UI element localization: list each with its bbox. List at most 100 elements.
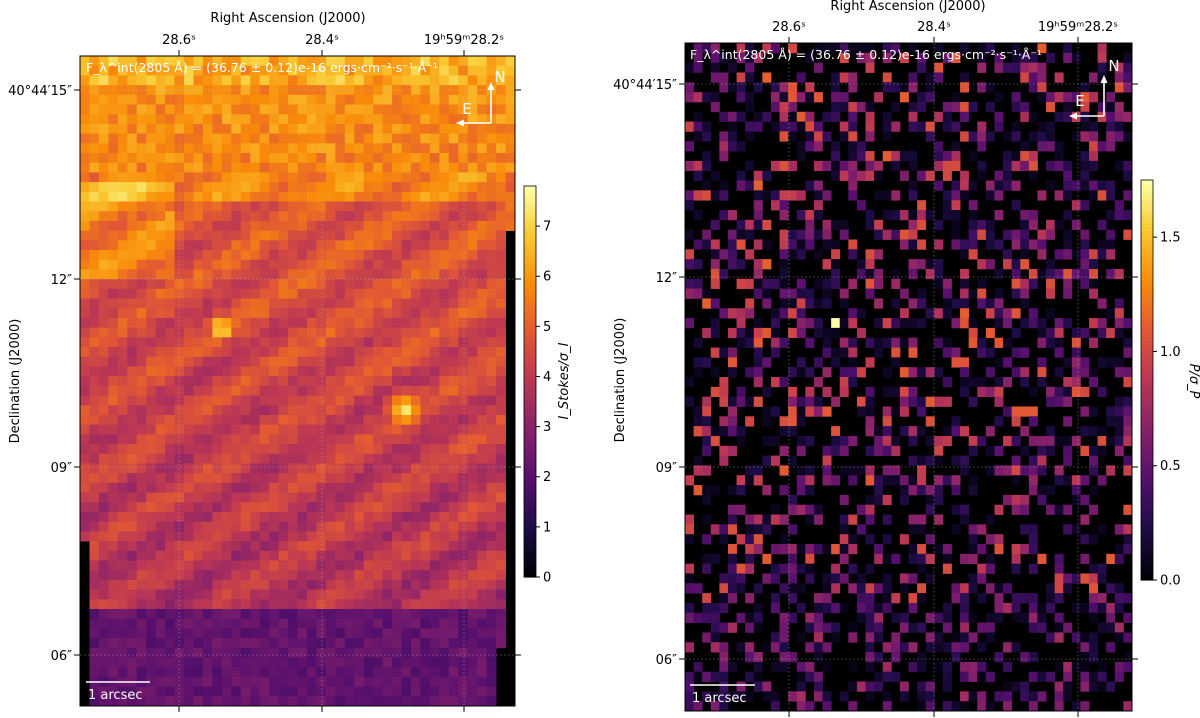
heatmap-cell — [382, 133, 393, 144]
heatmap-cell — [753, 82, 763, 93]
heatmap-cell — [693, 337, 703, 348]
heatmap-cell — [496, 298, 506, 309]
left-grid — [80, 56, 515, 706]
heatmap-cell — [942, 111, 952, 122]
heatmap-cell — [184, 589, 194, 600]
heatmap-cell — [344, 579, 355, 590]
heatmap-cell — [1011, 416, 1021, 427]
heatmap-cell — [467, 657, 478, 668]
heatmap-cell — [269, 463, 279, 474]
heatmap-cell — [822, 111, 832, 122]
colorbar-segment — [1141, 343, 1153, 348]
heatmap-cell — [994, 170, 1004, 181]
heatmap-cell — [874, 249, 884, 260]
heatmap-cell — [373, 104, 384, 115]
heatmap-cell — [98, 541, 109, 552]
heatmap-cell — [727, 259, 737, 270]
heatmap-cell — [960, 583, 970, 594]
heatmap-cell — [1054, 268, 1064, 280]
heatmap-cell — [439, 211, 450, 222]
heatmap-cell — [278, 424, 289, 435]
heatmap-cell — [942, 377, 952, 388]
heatmap-cell — [968, 435, 978, 447]
heatmap-cell — [202, 94, 213, 105]
heatmap-cell — [89, 201, 100, 212]
heatmap-cell — [288, 366, 298, 377]
heatmap-cell — [146, 385, 157, 396]
heatmap-cell — [325, 114, 336, 125]
heatmap-cell — [736, 681, 746, 692]
heatmap-cell — [1114, 661, 1124, 673]
heatmap-cell — [240, 288, 251, 299]
colorbar-segment — [1141, 416, 1153, 421]
heatmap-cell — [496, 327, 506, 338]
colorbar-segment — [1141, 356, 1153, 361]
heatmap-cell — [439, 385, 450, 396]
heatmap-cell — [344, 521, 355, 532]
heatmap-cell — [1089, 593, 1099, 604]
heatmap-cell — [250, 104, 261, 115]
heatmap-cell — [382, 182, 393, 193]
heatmap-cell — [410, 579, 421, 590]
heatmap-cell — [1063, 622, 1073, 633]
left-flux-annotation: F_λ^int(2805 Å) = (36.76 ± 0.12)e-16 erg… — [86, 60, 438, 75]
heatmap-cell — [250, 618, 261, 629]
heatmap-cell — [174, 162, 185, 173]
heatmap-cell — [874, 219, 884, 231]
heatmap-cell — [813, 210, 823, 221]
heatmap-cell — [382, 65, 393, 76]
heatmap-cell — [250, 356, 261, 367]
heatmap-cell — [796, 701, 806, 712]
colorbar-segment — [1141, 403, 1153, 408]
heatmap-cell — [382, 696, 393, 707]
heatmap-cell — [439, 492, 450, 503]
heatmap-cell — [80, 414, 90, 426]
heatmap-cell — [1089, 642, 1099, 653]
heatmap-cell — [420, 667, 431, 678]
heatmap-cell — [335, 288, 346, 299]
heatmap-cell — [1054, 337, 1064, 348]
colorbar-segment — [1141, 460, 1153, 464]
heatmap-cell — [839, 318, 849, 329]
heatmap-cell — [813, 62, 823, 73]
heatmap-cell — [250, 667, 261, 678]
heatmap-cell — [458, 618, 469, 629]
heatmap-cell — [382, 667, 393, 678]
heatmap-cell — [392, 259, 402, 270]
heatmap-cell — [165, 696, 175, 707]
heatmap-cell — [1063, 661, 1073, 673]
heatmap-cell — [745, 72, 755, 83]
heatmap-cell — [439, 75, 450, 86]
left-ylabel: Declination (J2000) — [8, 319, 23, 444]
heatmap-cell — [1063, 681, 1073, 692]
heatmap-cell — [306, 444, 317, 455]
heatmap-cell — [344, 308, 355, 319]
heatmap-cell — [496, 492, 506, 503]
heatmap-cell — [269, 434, 279, 445]
heatmap-cell — [392, 667, 402, 678]
heatmap-cell — [344, 424, 355, 435]
heatmap-cell — [240, 618, 251, 629]
heatmap-cell — [496, 395, 506, 406]
heatmap-cell — [710, 101, 720, 113]
heatmap-cell — [960, 278, 970, 289]
heatmap-cell — [1080, 151, 1090, 162]
heatmap-cell — [429, 317, 440, 329]
heatmap-cell — [467, 201, 478, 212]
heatmap-cell — [269, 337, 279, 348]
heatmap-cell — [908, 622, 918, 633]
heatmap-cell — [882, 465, 892, 476]
heatmap-cell — [977, 141, 987, 152]
heatmap-cell — [1114, 121, 1124, 132]
heatmap-cell — [1097, 219, 1107, 231]
heatmap-cell — [865, 593, 875, 604]
heatmap-cell — [89, 259, 100, 270]
heatmap-cell — [1097, 239, 1107, 250]
heatmap-cell — [960, 465, 970, 476]
heatmap-cell — [942, 426, 952, 437]
heatmap-cell — [496, 453, 506, 464]
heatmap-cell — [231, 259, 242, 270]
heatmap-cell — [848, 151, 858, 162]
heatmap-cell — [831, 426, 841, 437]
heatmap-cell — [98, 143, 109, 154]
